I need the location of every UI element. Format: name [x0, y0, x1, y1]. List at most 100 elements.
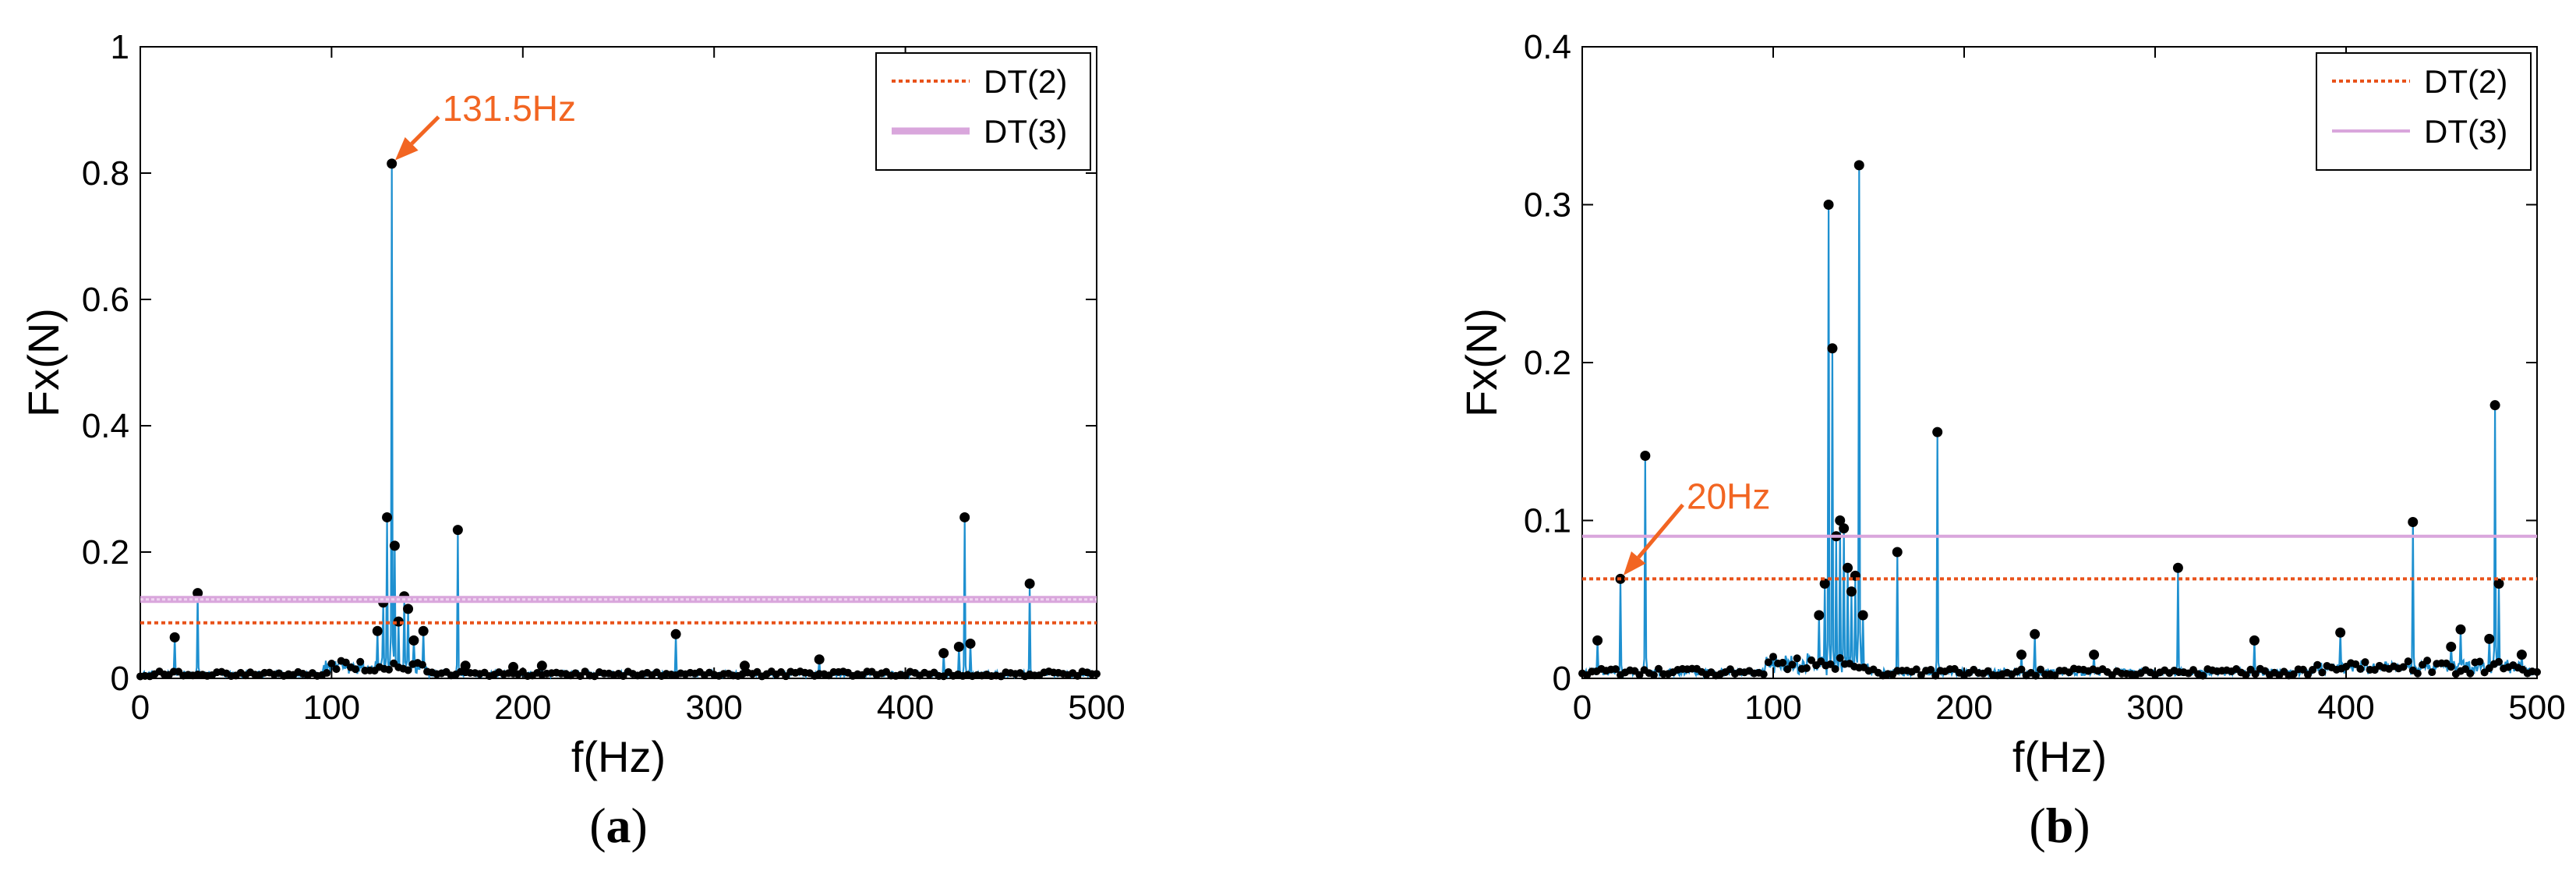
noise-point [1655, 664, 1663, 673]
x-tick-label: 300 [2126, 689, 2183, 727]
peak-point [1846, 586, 1857, 597]
noise-point [1611, 665, 1620, 674]
legend-box [875, 52, 1091, 171]
chart-panel-b: 0 100 200 300 400 500 0 0.1 0.2 0.3 0.4 f(Hz) Fx(N) D… [1457, 28, 2566, 853]
noise-point [2404, 657, 2412, 666]
peak-point [2335, 627, 2346, 638]
noise-point [2318, 668, 2327, 677]
peak-point [1857, 610, 1868, 621]
peak-point [1827, 343, 1838, 354]
x-axis-label: f(Hz) [571, 732, 666, 781]
legend-label-dt3: DT(3) [984, 113, 1067, 150]
noise-point [1793, 654, 1801, 663]
noise-point [1826, 660, 1835, 668]
x-tick-label: 100 [303, 689, 360, 727]
noise-point [2475, 657, 2484, 666]
noise-point [2352, 660, 2360, 668]
x-tick-label: 200 [494, 689, 551, 727]
peak-point [2489, 400, 2500, 411]
y-axis-label: Fx(N) [1457, 308, 1506, 417]
noise-point [1759, 670, 1768, 678]
panel-label-close: ) [2073, 798, 2090, 853]
y-tick-label: 0.4 [1524, 28, 1571, 66]
peak-point [1892, 547, 1903, 558]
noise-point [327, 660, 336, 668]
noise-point [2428, 668, 2436, 677]
peak-point [508, 661, 519, 672]
noise-point [2289, 670, 2298, 678]
y-tick-label: 0.2 [82, 533, 129, 572]
noise-point [2031, 671, 2040, 680]
noise-point [1807, 656, 1815, 664]
noise-point [1788, 660, 1797, 669]
panel-label-letter: a [606, 798, 631, 853]
peak-point [1853, 160, 1864, 171]
noise-point [1927, 665, 1935, 674]
peak-point [389, 540, 400, 551]
noise-point [352, 665, 360, 674]
noise-point [323, 669, 331, 678]
noise-point [2466, 669, 2475, 678]
x-tick-label: 300 [685, 689, 742, 727]
peak-point [169, 632, 180, 643]
noise-point [356, 657, 365, 666]
noise-point [2447, 663, 2455, 671]
annotation-arrow-head [1623, 551, 1646, 575]
y-tick-label: 0.2 [1524, 344, 1571, 382]
peak-point [2408, 517, 2419, 528]
x-tick-label: 200 [1935, 689, 1992, 727]
y-tick-label: 0.1 [1524, 502, 1571, 540]
noise-point [2361, 658, 2369, 667]
panel-label: (b) [2029, 798, 2090, 853]
peak-point [1814, 610, 1825, 621]
x-tick-label: 500 [2508, 689, 2565, 727]
legend-label-dt2: DT(2) [984, 63, 1067, 100]
peak-point [2493, 579, 2504, 589]
legend-label-dt2: DT(2) [2424, 63, 2507, 100]
noise-point [2495, 657, 2503, 666]
peak-point [959, 512, 970, 522]
noise-point [2356, 664, 2365, 673]
peak-point [193, 588, 203, 599]
annotation-arrow-head [394, 136, 419, 161]
peak-point [2249, 635, 2260, 646]
annotation-arrow-shaft [1637, 503, 1684, 559]
annotation-label: 131.5Hz [443, 88, 576, 129]
noise-point [1912, 665, 1921, 674]
peak-point [372, 625, 383, 636]
panel-label: (a) [589, 798, 648, 853]
peak-point [536, 660, 547, 671]
noise-point [1802, 664, 1811, 672]
peak-point [2484, 633, 2495, 644]
x-tick-label: 500 [1068, 689, 1125, 727]
peak-point [1024, 579, 1035, 589]
axes-box [140, 46, 1097, 679]
x-axis-label: f(Hz) [2012, 732, 2107, 781]
noise-point [418, 660, 426, 669]
noise-point [1931, 671, 1940, 680]
noise-point [1764, 658, 1772, 667]
peak-point [1640, 450, 1651, 461]
peak-point [382, 512, 393, 522]
peak-point [953, 642, 964, 652]
y-tick-label: 0 [1553, 660, 1571, 698]
panel-label-close: ) [631, 798, 648, 853]
peak-point [460, 660, 471, 671]
noise-point [2309, 666, 2317, 674]
y-tick-label: 0.8 [82, 154, 129, 193]
peak-point [1839, 523, 1850, 534]
x-tick-label: 0 [1573, 689, 1592, 727]
peak-point [1835, 515, 1846, 526]
peak-point [2172, 562, 2183, 573]
x-tick-label: 100 [1744, 689, 1801, 727]
peak-point [1823, 200, 1834, 210]
noise-point [2051, 671, 2059, 680]
peak-point [2016, 650, 2027, 660]
noise-point [2299, 665, 2307, 674]
peak-point [408, 635, 419, 646]
chart-panel-a: 0 100 200 300 400 500 0 0.2 0.4 0.6 0.8 1 f(Hz) Fx(N)… [19, 28, 1125, 853]
noise-point [2313, 660, 2322, 669]
panel-label-letter: b [2046, 798, 2074, 853]
noise-point [2251, 670, 2260, 678]
